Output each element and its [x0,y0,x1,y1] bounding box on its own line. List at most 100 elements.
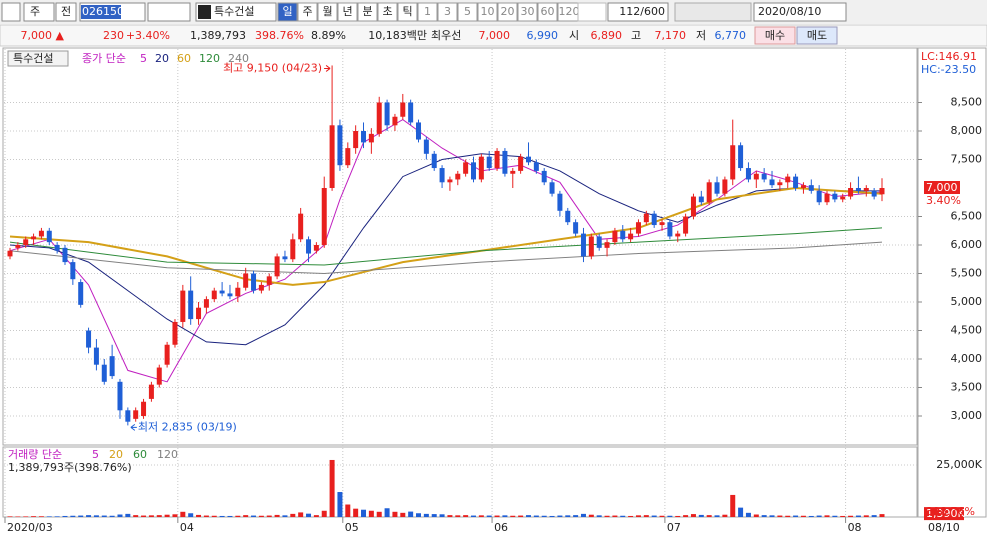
volume-bar [659,515,665,517]
volume-bar [635,515,641,517]
volume-bar [23,516,29,517]
plot [4,49,917,517]
moving-average [9,186,883,286]
volume-bar [211,515,217,517]
period-button[interactable] [497,2,518,22]
y-tick-label: 6,000 [951,238,983,251]
volume-bar [15,516,21,517]
candle-body [470,162,476,180]
volume-bar [306,513,312,517]
volume-bar [698,514,704,517]
x-last-label: 08/10 [928,521,960,534]
candle-body [313,245,319,251]
candle-body [392,116,398,126]
low-note: 최저 2,835 (03/19) [138,420,237,433]
candle-body [800,185,806,188]
candle-body [580,233,586,257]
candle-body [290,239,296,260]
period-label: 5 [464,5,471,18]
volume-bar [141,515,147,517]
volume-bar [54,516,60,517]
volume-bar [518,515,524,517]
period-button[interactable] [477,2,498,22]
candle-body [431,153,437,169]
candle-body [588,236,594,257]
period-label: 틱 [402,5,412,18]
candle-body [125,410,131,422]
volume-bar [7,516,13,517]
tool-icons[interactable] [674,2,752,22]
volume-bar [196,514,202,517]
volume-bar [596,515,602,517]
y-tick-label: 8,000 [951,124,983,137]
buy-button[interactable] [754,26,796,45]
period-button[interactable] [297,2,318,22]
volume-current-rate: 398.76% [926,505,975,518]
period-button[interactable] [437,2,458,22]
volume-bar [313,515,319,517]
candle-body [78,282,84,305]
y-tick-label: 5,000 [951,295,983,308]
select[interactable] [577,2,607,22]
volume-bar [502,515,508,517]
period-button[interactable] [537,2,558,22]
volume-bar [70,515,76,517]
volume-bar [510,515,516,517]
candle-body [258,284,264,291]
market-select[interactable] [23,2,55,22]
volume-bar [793,515,799,517]
candle-body [455,173,461,180]
y-tick-label: 25,000K [936,458,982,471]
sell-button[interactable] [796,26,838,45]
candle-body [753,173,759,180]
bid: 6,990 [527,29,559,42]
date-box[interactable] [753,2,847,22]
period-button[interactable] [517,2,538,22]
open-label: 시 [569,29,579,42]
period-button[interactable] [277,2,298,22]
candle-body [54,245,60,251]
candle-body [38,230,44,237]
volume-bar [203,515,209,517]
volume-bar [219,515,225,517]
candle-body [31,236,37,240]
period-button[interactable] [397,2,418,22]
icon-button[interactable] [1,2,21,22]
search-button[interactable] [147,2,191,22]
moving-average [9,241,883,275]
volume-bar [800,515,806,517]
period-button[interactable] [457,2,478,22]
volume-bar [871,515,877,517]
prev-button[interactable] [55,2,77,22]
volume-bar [117,514,123,517]
turnover: 8.89% [311,29,346,42]
volume-bar [612,515,618,517]
period-button[interactable] [417,2,438,22]
volume-bar [353,508,359,517]
period-label: 3 [444,5,451,18]
candle-body [447,179,453,183]
volume-pane [2,446,918,518]
period-button[interactable] [377,2,398,22]
candle-body [502,150,508,174]
candle-body [628,233,634,240]
legend-item: 20 [109,448,123,461]
candle-body [141,401,147,416]
candle-body [612,230,618,243]
candle-body [871,190,877,197]
volume-bar [675,515,681,517]
period-buttons: 일 주 월 년 분 초 틱 1 3 5 10 20 30 60 120 [277,2,581,22]
volume: 1,389,793 [190,29,246,42]
period-button[interactable] [317,2,338,22]
period-label: 10 [481,5,495,18]
volume-bar [588,514,594,517]
period-button[interactable] [337,2,358,22]
candle-body [635,222,641,234]
candle-body [416,122,422,140]
volume-bar [125,513,131,517]
volume-bar [620,515,626,517]
period-button[interactable] [357,2,378,22]
rate: +3.40% [126,29,170,42]
candle-body [722,179,728,194]
candle-body [368,133,374,143]
